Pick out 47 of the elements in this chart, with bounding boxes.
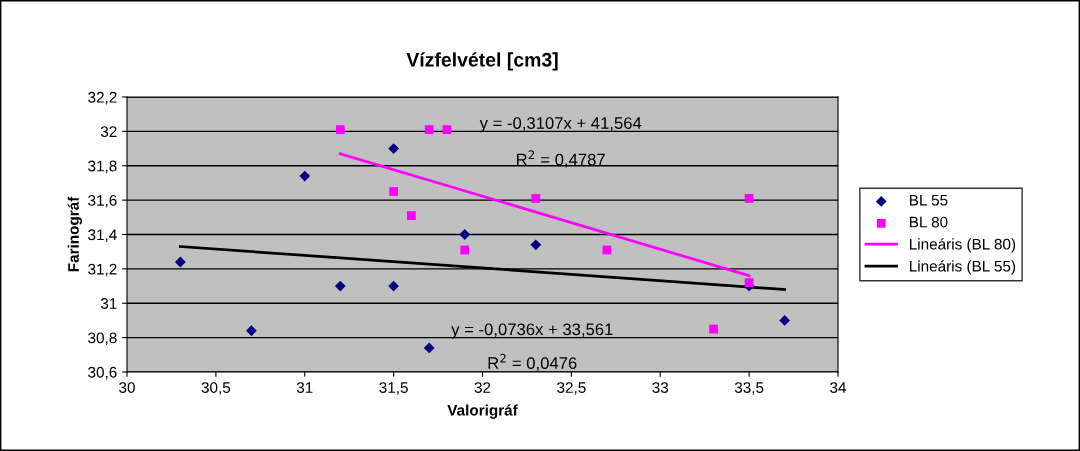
point <box>335 125 345 135</box>
point <box>459 229 471 240</box>
x-tick-label: 30 <box>119 382 135 393</box>
x-axis-title: Valorigráf <box>447 404 518 419</box>
y-tick-label: 31,2 <box>88 263 117 277</box>
point <box>299 170 311 182</box>
x-tick-label: 34 <box>830 382 847 393</box>
point <box>407 211 416 220</box>
y-tick-label: 32 <box>100 126 117 138</box>
point <box>424 125 434 135</box>
y-tick-label: 31,8 <box>88 160 117 174</box>
x-tick-label: 33 <box>652 382 669 393</box>
x-tick-label: 30,5 <box>201 382 231 395</box>
y-tick-label: 32,2 <box>88 91 117 105</box>
y-tick-label: 31,4 <box>88 229 117 242</box>
point <box>530 239 542 251</box>
point <box>744 278 754 288</box>
x-tick-label: 32,5 <box>557 382 586 395</box>
y-tick-label: 30,8 <box>88 332 117 346</box>
point <box>779 315 791 326</box>
point <box>389 187 399 196</box>
point <box>334 280 346 292</box>
legend-label: Lineáris (BL 80) <box>910 238 1016 253</box>
annotation: R$^{2}$ = 0,4787 <box>516 150 605 168</box>
y-axis-title: Farinográf <box>67 196 82 272</box>
x-tick-label: 31 <box>296 382 313 393</box>
point <box>709 324 718 334</box>
point <box>460 245 470 255</box>
x-tick-label: 32 <box>474 382 491 393</box>
point <box>423 342 435 354</box>
legend-label: BL 80 <box>910 216 948 228</box>
legend-label: BL 55 <box>910 194 948 206</box>
y-tick-label: 31 <box>100 298 117 309</box>
point <box>174 256 186 268</box>
point <box>744 194 754 203</box>
legend-label: Lineáris (BL 55) <box>910 260 1016 275</box>
point <box>388 143 399 154</box>
x-tick-label: 33,5 <box>734 382 764 395</box>
annotation: R$^{2}$ = 0,0476 <box>488 353 577 371</box>
y-tick-label: 31,6 <box>88 194 117 208</box>
point <box>388 280 399 292</box>
point <box>246 325 257 337</box>
chart-title: Vízfelvétel [cm3] <box>406 52 558 71</box>
point <box>442 125 452 135</box>
point <box>531 194 541 203</box>
y-tick-label: 30,6 <box>88 366 117 380</box>
x-tick-label: 31,5 <box>379 382 408 395</box>
